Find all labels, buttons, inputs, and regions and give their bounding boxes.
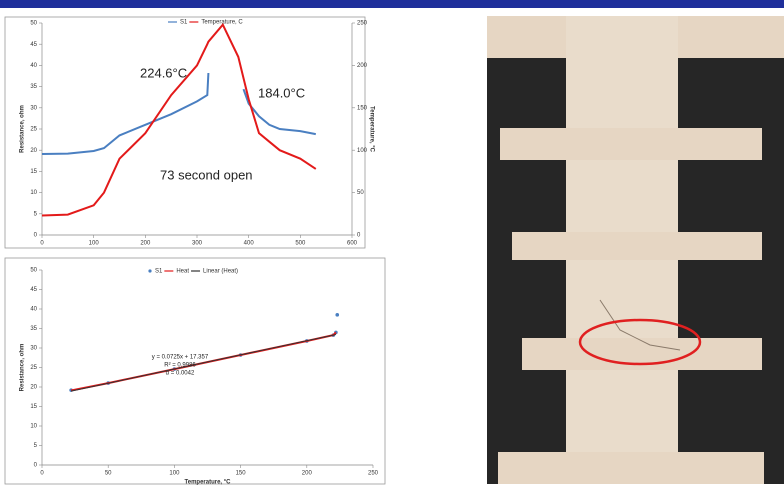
x-tick-label: 250 xyxy=(368,471,379,477)
micrograph xyxy=(487,16,784,484)
data-point xyxy=(335,313,339,317)
x-tick-label: 100 xyxy=(169,471,180,477)
legend-label: Heat xyxy=(176,269,189,275)
y-tick-label: 45 xyxy=(30,287,37,293)
y2-tick-label: 50 xyxy=(357,190,364,196)
x-tick-label: 200 xyxy=(140,241,151,247)
y2-axis-title: Temperature, °C xyxy=(368,106,374,153)
legend-label: Linear (Heat) xyxy=(203,269,238,275)
y-tick-label: 25 xyxy=(30,365,37,371)
y-tick-label: 20 xyxy=(30,148,37,154)
y2-tick-label: 150 xyxy=(357,105,368,111)
y-tick-label: 45 xyxy=(30,42,37,48)
annotation: R² = 0.9986 xyxy=(164,363,196,369)
x-axis-title: Temperature, °C xyxy=(185,480,232,486)
y2-tick-label: 200 xyxy=(357,63,368,69)
header-bar xyxy=(0,0,784,8)
x-tick-label: 600 xyxy=(347,241,358,247)
page: {"chart_data": [ {"type": "line", "x": [… xyxy=(0,0,784,489)
annotation: 184.0°C xyxy=(258,85,305,100)
x-tick-label: 500 xyxy=(295,241,306,247)
y2-tick-label: 250 xyxy=(357,21,368,27)
y-tick-label: 35 xyxy=(30,326,37,332)
legend-label: S1 xyxy=(180,20,188,26)
x-tick-label: 300 xyxy=(192,241,203,247)
y-tick-label: 15 xyxy=(30,404,37,410)
y-tick-label: 40 xyxy=(30,63,37,69)
legend-label: Temperature, C xyxy=(201,20,243,26)
y-tick-label: 30 xyxy=(30,105,37,111)
legend-label: S1 xyxy=(155,269,163,275)
slide: 0100200300400500600051015202530354045500… xyxy=(0,0,784,489)
annotation: 224.6°C xyxy=(140,65,187,80)
y-tick-label: 35 xyxy=(30,84,37,90)
x-tick-label: 150 xyxy=(236,471,247,477)
x-tick-label: 400 xyxy=(244,241,255,247)
y-tick-label: 10 xyxy=(30,424,37,430)
annotation: α = 0.0042 xyxy=(166,371,195,377)
y-tick-label: 50 xyxy=(30,21,37,27)
y2-tick-label: 100 xyxy=(357,148,368,154)
y-axis-title: Resistance, ohm xyxy=(20,344,26,392)
y-tick-label: 30 xyxy=(30,346,37,352)
y-tick-label: 25 xyxy=(30,127,37,133)
y-tick-label: 15 xyxy=(30,169,37,175)
x-tick-label: 50 xyxy=(105,471,112,477)
annotation: 73 second open xyxy=(160,167,253,182)
y-tick-label: 40 xyxy=(30,307,37,313)
y-tick-label: 20 xyxy=(30,385,37,391)
chart-frame xyxy=(5,258,385,484)
legend-marker xyxy=(148,269,151,272)
y-axis-title: Resistance, ohm xyxy=(20,105,26,153)
annotation: y = 0.0725x + 17.357 xyxy=(152,355,209,361)
x-tick-label: 100 xyxy=(89,241,100,247)
x-tick-label: 200 xyxy=(302,471,313,477)
y-tick-label: 50 xyxy=(30,268,37,274)
y-tick-label: 10 xyxy=(30,190,37,196)
